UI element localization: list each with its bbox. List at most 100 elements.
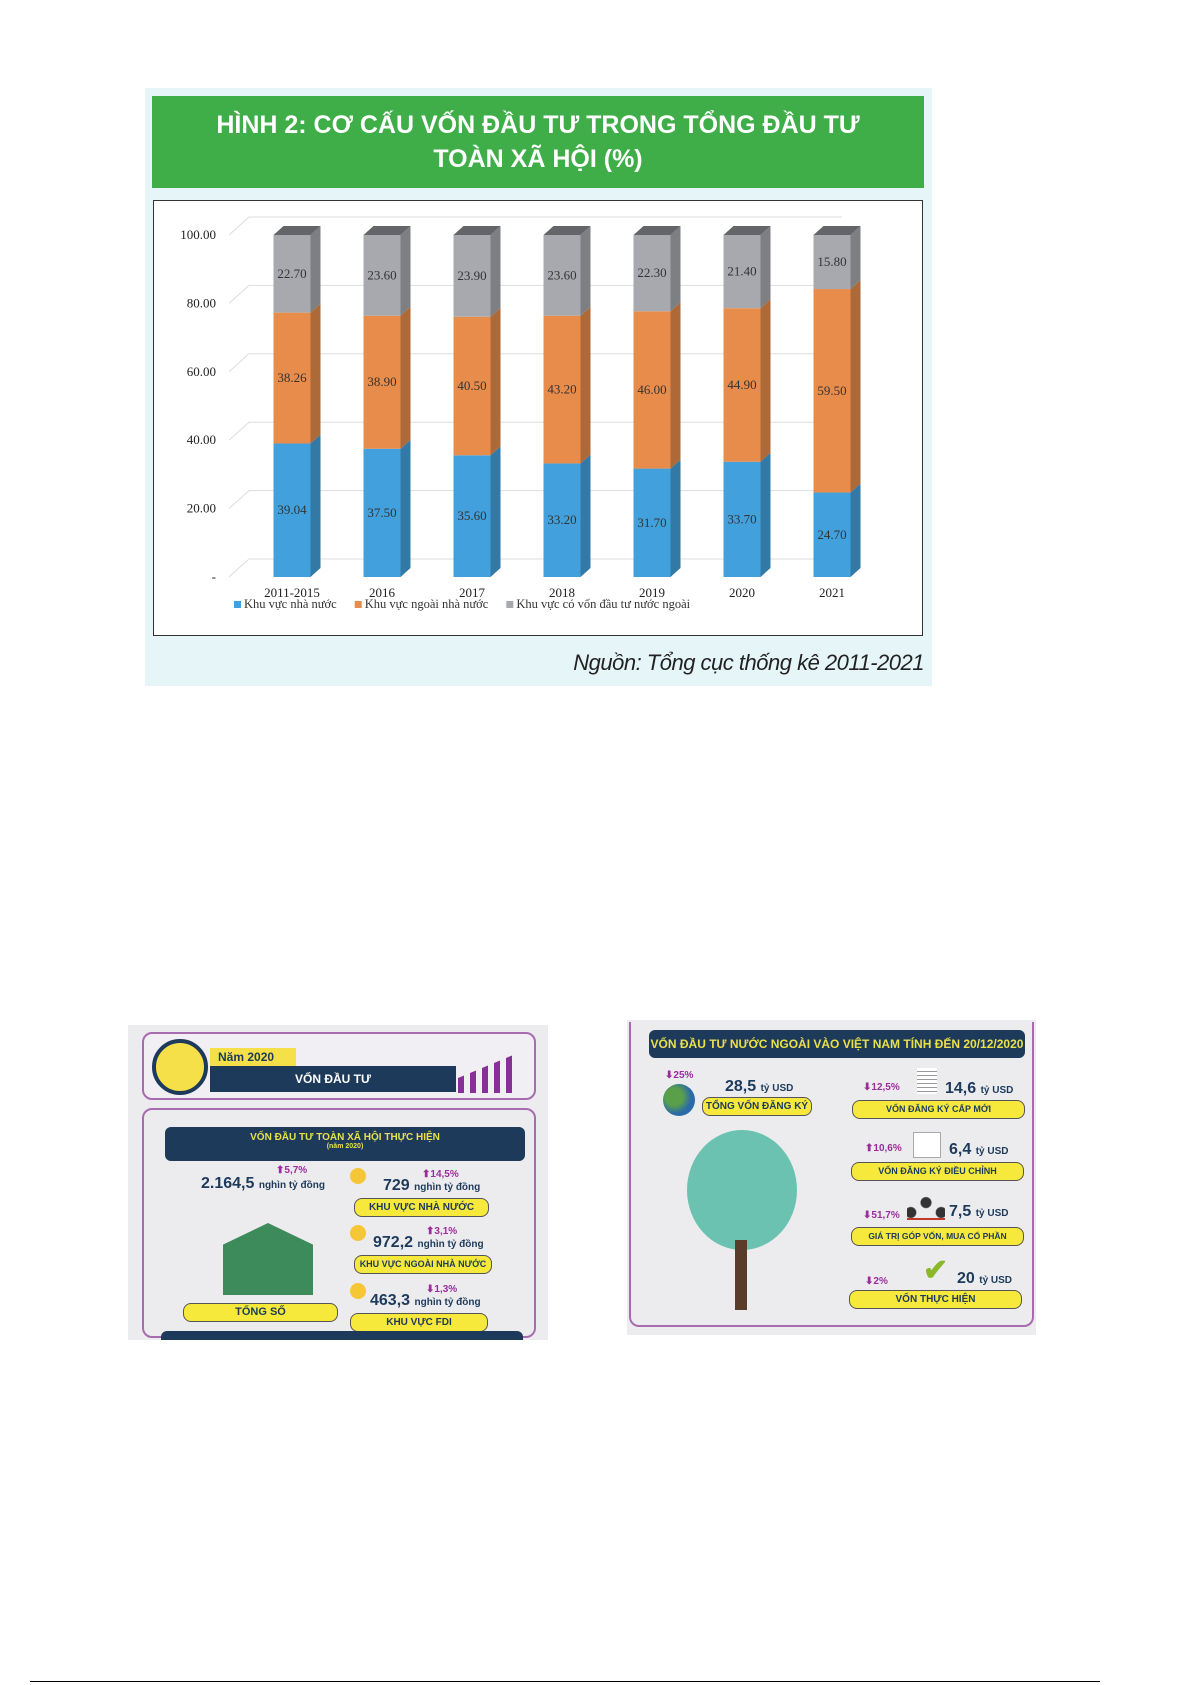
x-tick-label: 2011-2015 xyxy=(264,585,320,600)
item-label: VỐN ĐĂNG KÝ ĐIỀU CHỈNH xyxy=(851,1162,1024,1181)
item-value: 6,4 tỷ USD xyxy=(949,1141,1009,1158)
data-label: 23.90 xyxy=(457,268,486,283)
checkmark-icon: ✔ xyxy=(923,1254,949,1287)
item-label: GIÁ TRỊ GÓP VỐN, MUA CỔ PHẦN xyxy=(851,1227,1024,1246)
item-label: KHU VỰC FDI xyxy=(350,1313,488,1332)
legend-label: Khu vực có vốn đầu tư nước ngoài xyxy=(516,597,690,611)
figure-source: Nguồn: Tổng cục thống kê 2011-2021 xyxy=(573,650,924,675)
bar-side xyxy=(760,452,771,577)
bar-segment xyxy=(633,468,671,577)
bar-top xyxy=(543,226,591,235)
item-change: ⬇2% xyxy=(865,1276,888,1287)
item-value: 7,5 tỷ USD xyxy=(949,1203,1009,1220)
bar-side xyxy=(580,454,591,577)
bar-side xyxy=(760,226,771,309)
chart-svg: - 20.00 40.00 60.00 80.00 100.00 39.04 38.26 22.… xyxy=(180,216,861,611)
bar-segment xyxy=(633,235,671,312)
legend-swatch xyxy=(506,601,514,608)
total-change: ⬆5,7% xyxy=(276,1165,308,1176)
x-tick-label: 2016 xyxy=(369,585,396,600)
left-infographic: Năm 2020 VỐN ĐẦU TƯ VỐN ĐẦU TƯ TOÀN XÃ H… xyxy=(128,1025,548,1340)
item-value: 729 nghìn tỷ đồng xyxy=(383,1177,481,1194)
bar-side xyxy=(310,226,321,313)
legend-swatch xyxy=(354,601,362,608)
gridline xyxy=(228,216,842,236)
data-label: 40.50 xyxy=(457,378,486,393)
bar-top xyxy=(453,226,501,235)
bar-side xyxy=(850,280,861,493)
data-label: 23.60 xyxy=(367,267,396,282)
item-value: 463,3 nghìn tỷ đồng xyxy=(370,1292,481,1309)
data-label: 35.60 xyxy=(457,508,486,523)
item-change: ⬆14,5% xyxy=(422,1169,459,1180)
bar-side xyxy=(670,459,681,577)
bar-segment xyxy=(723,308,761,462)
bar-segment xyxy=(813,492,851,577)
bar-segment xyxy=(453,235,491,317)
data-label: 23.60 xyxy=(547,267,576,282)
bar-side xyxy=(850,483,861,577)
total-change: ⬇25% xyxy=(665,1070,694,1081)
bar-side xyxy=(580,226,591,316)
bar-side xyxy=(310,434,321,577)
bar-segment xyxy=(813,235,851,290)
bar-top xyxy=(273,226,321,235)
y-tick-label: 80.00 xyxy=(187,295,216,310)
money-tree-illustration xyxy=(687,1130,797,1250)
data-label: 38.26 xyxy=(277,370,307,385)
item-label: KHU VỰC NGOÀI NHÀ NƯỚC xyxy=(354,1255,492,1274)
coin-icon xyxy=(350,1225,366,1241)
bar-segment xyxy=(723,235,761,309)
bar-side xyxy=(670,226,681,312)
data-label: 46.00 xyxy=(637,382,666,397)
bar-top xyxy=(723,226,771,235)
x-tick-label: 2019 xyxy=(639,585,665,600)
y-tick-label: 60.00 xyxy=(187,364,216,379)
item-value: 972,2 nghìn tỷ đồng xyxy=(373,1234,484,1251)
coin-icon xyxy=(350,1168,366,1184)
total-value: 28,5 tỷ USD xyxy=(725,1078,794,1095)
item-change: ⬆3,1% xyxy=(426,1226,458,1237)
bar-segment xyxy=(273,312,311,444)
item-change: ⬇51,7% xyxy=(863,1210,900,1221)
bar-side xyxy=(670,302,681,469)
bar-segment xyxy=(543,463,581,577)
bar-segment xyxy=(453,316,491,456)
x-tick-label: 2020 xyxy=(729,585,755,600)
data-label: 37.50 xyxy=(367,505,396,520)
bar-top xyxy=(363,226,411,235)
section-header: VỐN ĐẦU TƯ TOÀN XÃ HỘI THỰC HIỆN (năm 20… xyxy=(165,1127,525,1161)
section-header: VỐN ĐẦU TƯ NƯỚC NGOÀI VÀO VIỆT NAM TÍNH … xyxy=(649,1030,1025,1058)
data-label: 39.04 xyxy=(277,502,307,517)
bar-segment xyxy=(543,235,581,316)
bar-segment xyxy=(273,443,311,577)
bar-side xyxy=(580,306,591,464)
legend-swatch xyxy=(234,601,241,608)
globe-icon xyxy=(663,1084,695,1116)
header-title: VỐN ĐẦU TƯ xyxy=(210,1066,456,1092)
data-label: 21.40 xyxy=(727,264,756,279)
bar-side xyxy=(400,306,411,449)
total-label: TỔNG VỐN ĐĂNG KÝ xyxy=(702,1097,812,1116)
legend-label: Khu vực nhà nước xyxy=(244,597,337,611)
data-label: 31.70 xyxy=(637,515,666,530)
bar-side xyxy=(490,307,501,456)
data-label: 44.90 xyxy=(727,377,756,392)
data-label: 15.80 xyxy=(817,254,846,269)
bar-side xyxy=(400,226,411,316)
item-change: ⬆10,6% xyxy=(865,1143,902,1154)
bar-side xyxy=(490,226,501,317)
bar-side xyxy=(400,439,411,577)
total-label: TỔNG SỐ xyxy=(183,1303,338,1322)
data-label: 43.20 xyxy=(547,382,576,397)
item-label: VỐN ĐĂNG KÝ CẤP MỚI xyxy=(852,1100,1025,1119)
item-label: VỐN THỰC HIỆN xyxy=(849,1290,1022,1309)
y-tick-label: 20.00 xyxy=(187,501,216,516)
right-infographic: VỐN ĐẦU TƯ NƯỚC NGOÀI VÀO VIỆT NAM TÍNH … xyxy=(627,1020,1036,1335)
document-pen-icon xyxy=(917,1068,937,1094)
coin-icon xyxy=(350,1283,366,1299)
figure-title: HÌNH 2: CƠ CẤU VỐN ĐẦU TƯ TRONG TỔNG ĐẦU… xyxy=(152,96,924,188)
item-change: ⬇1,3% xyxy=(426,1284,458,1295)
bar-top xyxy=(813,226,861,235)
bar-segment xyxy=(633,311,671,469)
